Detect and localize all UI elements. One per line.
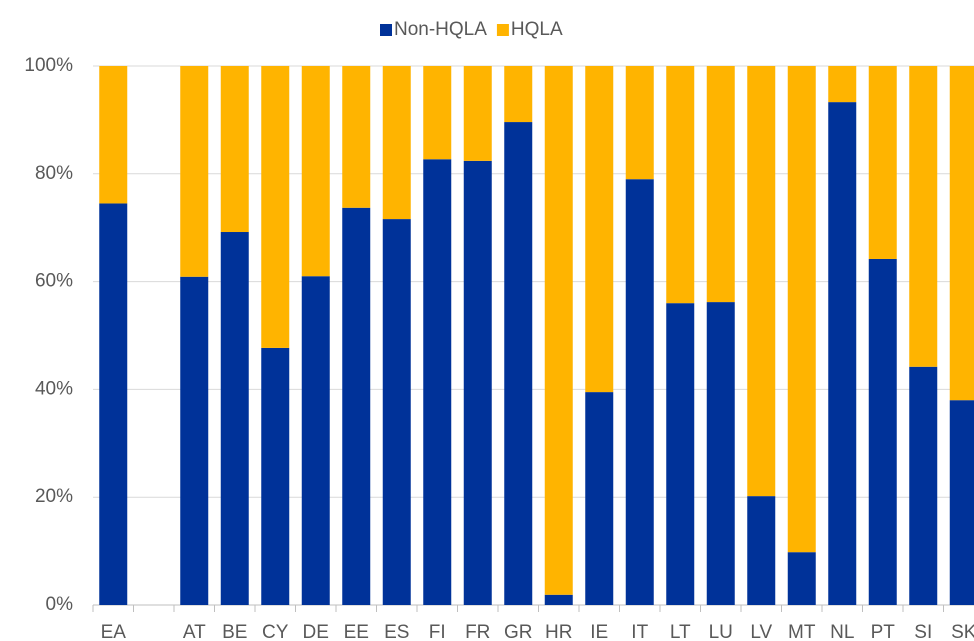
x-tick-label: SK — [951, 622, 974, 641]
bar-segment — [544, 594, 573, 605]
x-tick-label: EE — [344, 622, 369, 641]
bar-segment — [949, 400, 974, 605]
legend-swatch — [380, 24, 392, 36]
y-tick-label: 80% — [35, 163, 73, 184]
x-tick-label: CY — [262, 622, 289, 641]
bar-segment — [99, 66, 128, 204]
bar-segment — [220, 66, 249, 233]
x-tick-label: PT — [871, 622, 896, 641]
bar-segment — [180, 276, 209, 605]
bar-segment — [504, 122, 533, 605]
bar-segment — [463, 160, 492, 605]
y-tick-label: 100% — [24, 55, 73, 76]
x-tick-label: FR — [465, 622, 490, 641]
x-tick-label: IE — [590, 622, 608, 641]
bar-segment — [180, 66, 209, 277]
legend-label: Non-HQLA — [394, 19, 487, 40]
legend-label: HQLA — [511, 19, 563, 40]
bar-segment — [382, 219, 411, 606]
bar-segment — [787, 552, 816, 605]
bar-segment — [261, 66, 290, 348]
bar-segment — [504, 66, 533, 123]
y-tick-label: 0% — [46, 594, 74, 615]
bar-segment — [423, 66, 452, 160]
bar-segment — [301, 276, 330, 605]
bar-segment — [261, 347, 290, 605]
x-tick-label: IT — [631, 622, 648, 641]
bar-segment — [949, 66, 974, 401]
bar-segment — [99, 203, 128, 605]
bar-segment — [787, 66, 816, 553]
x-tick-label: LT — [670, 622, 691, 641]
y-tick-label: 60% — [35, 271, 73, 292]
bar-segment — [868, 66, 897, 259]
bar-segment — [544, 66, 573, 595]
x-tick-label: FI — [429, 622, 446, 641]
x-tick-label: HR — [545, 622, 572, 641]
bar-segment — [909, 66, 938, 367]
bar-segment — [342, 207, 371, 605]
bar-segment — [666, 303, 695, 605]
x-tick-label: GR — [504, 622, 533, 641]
x-tick-label: ES — [384, 622, 409, 641]
bar-segment — [706, 66, 735, 303]
x-tick-label: EA — [101, 622, 127, 641]
bar-segment — [463, 66, 492, 161]
x-tick-label: BE — [222, 622, 247, 641]
bar-segment — [301, 66, 330, 277]
bar-segment — [625, 66, 654, 180]
x-tick-label: AT — [183, 622, 206, 641]
x-tick-label: LU — [709, 622, 733, 641]
bar-segment — [342, 66, 371, 208]
bar-segment — [585, 392, 614, 605]
bar-segment — [828, 66, 857, 103]
bar-segment — [625, 179, 654, 605]
bar-segment — [585, 66, 614, 393]
bar-segment — [220, 232, 249, 605]
bar-segment — [747, 66, 776, 497]
bar-segment — [828, 102, 857, 605]
bar-segment — [868, 258, 897, 605]
legend-swatch — [496, 24, 509, 36]
bar-segment — [706, 302, 735, 605]
x-tick-label: MT — [788, 622, 816, 641]
bar-segment — [423, 159, 452, 605]
bar-segment — [909, 366, 938, 605]
bar-segment — [382, 66, 411, 220]
x-tick-label: DE — [303, 622, 329, 641]
x-tick-label: LV — [750, 622, 772, 641]
y-tick-label: 20% — [35, 486, 73, 507]
y-tick-label: 40% — [35, 378, 73, 399]
bar-segment — [747, 496, 776, 605]
x-tick-label: SI — [914, 622, 932, 641]
x-tick-label: NL — [830, 622, 854, 641]
bar-segment — [666, 66, 695, 304]
